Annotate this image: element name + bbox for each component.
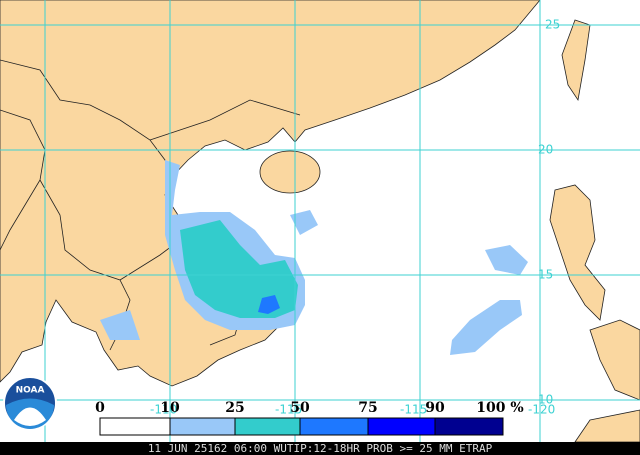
noaa-logo: NOAA: [3, 376, 57, 430]
legend-swatch: [299, 417, 369, 436]
legend: 0 10 25 50 75 90 100 %: [95, 400, 524, 436]
borneo: [574, 409, 640, 443]
graticule: [0, 0, 640, 442]
lon-label: -115: [400, 403, 427, 417]
lon-label: -120: [528, 403, 555, 417]
lat-label: 10: [538, 393, 553, 407]
lat-label: 15: [538, 268, 553, 282]
legend-label: 100 %: [476, 400, 523, 416]
legend-label: 75: [358, 400, 377, 416]
lon-label: -115: [275, 403, 302, 417]
lat-label: 20: [538, 143, 553, 157]
prob-25: [180, 220, 298, 318]
luzon: [549, 184, 606, 321]
lat-label: 25: [545, 18, 560, 32]
prob-10-b: [100, 210, 528, 355]
hainan: [259, 150, 321, 194]
logo-text: NOAA: [16, 386, 45, 396]
legend-swatch: [99, 417, 171, 436]
footer-bar: [0, 442, 640, 455]
legend-swatch: [367, 417, 436, 436]
legend-label: 50: [290, 400, 310, 416]
legend-label: 10: [160, 400, 180, 416]
legend-swatch: [434, 417, 504, 436]
footer-text: 11 JUN 25162 06:00 WUTIP:12-18HR PROB >=…: [148, 442, 493, 455]
visayas: [589, 319, 640, 401]
lon-label: -110: [150, 403, 177, 417]
legend-label: 25: [225, 400, 244, 416]
legend-label: 90: [425, 400, 445, 416]
legend-swatch: [234, 417, 301, 436]
legend-swatch: [169, 417, 236, 436]
legend-label: 0: [95, 400, 105, 416]
prob-50: [258, 295, 280, 314]
